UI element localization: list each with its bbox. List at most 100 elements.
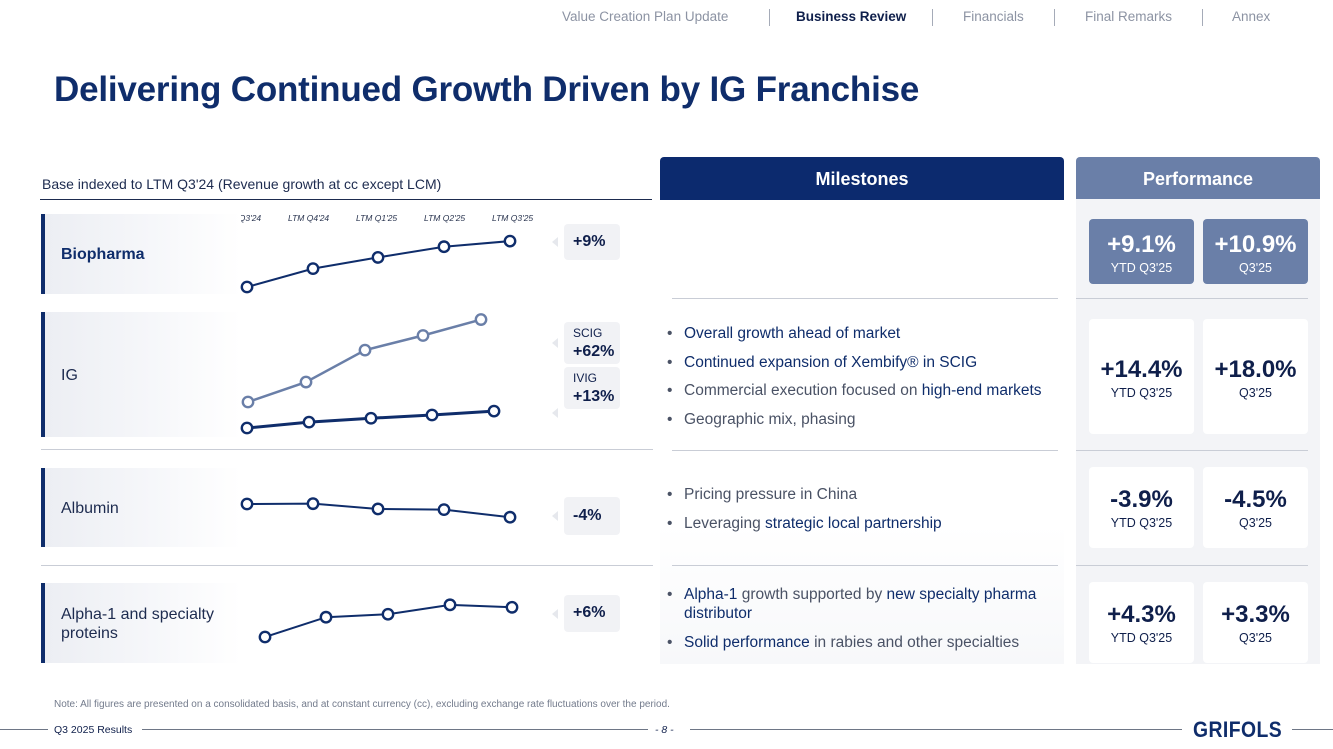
milestones-divider <box>672 298 1058 299</box>
growth-box-ivig: IVIG +13% <box>552 367 620 418</box>
milestone-highlight: Alpha-1 <box>684 586 738 603</box>
performance-value: +9.1% <box>1107 231 1176 258</box>
milestone-item: Overall growth ahead of market <box>667 324 1042 343</box>
data-point-ivig-0 <box>240 421 254 435</box>
performance-card-alpha1-q: +3.3% Q3'25 <box>1203 582 1308 663</box>
data-point-albumin-1 <box>306 497 320 511</box>
growth-label-ivig: IVIG <box>573 371 598 385</box>
milestones-header: Milestones <box>660 157 1064 200</box>
series-line-biopharma <box>246 240 511 288</box>
pointer-icon <box>552 511 558 521</box>
performance-value: +4.3% <box>1107 601 1176 628</box>
footer-rule <box>690 729 1182 730</box>
data-point-alpha-1-and-specialty-proteins-0 <box>258 630 272 644</box>
row-albumin-bg <box>41 468 241 547</box>
performance-period: YTD Q3'25 <box>1110 386 1173 400</box>
nav-item-business-review[interactable]: Business Review <box>796 9 907 24</box>
milestones-divider <box>672 450 1058 451</box>
milestone-item: Solid performance in rabies and other sp… <box>667 633 1036 652</box>
grifols-logo: GRIFOLS <box>1193 717 1283 742</box>
data-point-biopharma-3 <box>437 240 451 254</box>
milestone-text: growth supported by <box>737 586 887 603</box>
milestone-text: Leveraging <box>684 514 766 532</box>
data-point-biopharma-0 <box>240 280 254 294</box>
page-title: Delivering Continued Growth Driven by IG… <box>54 70 920 109</box>
performance-card-albumin-q: -4.5% Q3'25 <box>1203 467 1308 548</box>
data-point-ivig-4 <box>487 404 501 418</box>
data-point-alpha-1-and-specialty-proteins-2 <box>381 607 395 621</box>
row-label-ig: IG <box>61 367 78 384</box>
milestone-highlight: Continued expansion of Xembify® in SCIG <box>684 353 978 371</box>
growth-box-scig: SCIG +62% <box>552 322 620 364</box>
performance-value: +10.9% <box>1214 231 1297 258</box>
tick-label: LTM Q4'24 <box>288 213 330 223</box>
performance-divider <box>1076 298 1308 299</box>
performance-period: YTD Q3'25 <box>1110 261 1173 275</box>
performance-value: -4.5% <box>1224 486 1287 513</box>
row-ig-bg <box>41 312 241 437</box>
data-point-albumin-3 <box>437 503 451 517</box>
performance-card-albumin-ytd: -3.9% YTD Q3'25 <box>1089 467 1194 548</box>
pointer-icon <box>552 408 558 418</box>
row-biopharma-bg <box>41 214 241 294</box>
nav-separator <box>932 9 933 26</box>
nav-separator <box>769 9 770 26</box>
data-point-albumin-0 <box>240 497 254 511</box>
growth-box-albumin: -4% <box>552 497 620 535</box>
performance-value: +3.3% <box>1221 601 1290 628</box>
milestones-alpha1-list: Alpha-1 growth supported by new specialt… <box>667 585 1036 661</box>
performance-card-alpha1-ytd: +4.3% YTD Q3'25 <box>1089 582 1194 663</box>
row-divider <box>41 449 653 450</box>
footnote: Note: All figures are presented on a con… <box>54 699 670 710</box>
performance-period: Q3'25 <box>1239 386 1272 400</box>
growth-box-biopharma: +9% <box>552 224 620 260</box>
nav-item-final-remarks[interactable]: Final Remarks <box>1085 9 1173 24</box>
performance-card-ig-ytd: +14.4% YTD Q3'25 <box>1089 319 1194 434</box>
footer-rule <box>142 729 648 730</box>
nav-separator <box>1054 9 1055 26</box>
nav-separator <box>1202 9 1203 26</box>
performance-period: YTD Q3'25 <box>1110 631 1173 645</box>
milestones-divider <box>672 565 1058 566</box>
growth-box-alpha1: +6% <box>552 595 620 632</box>
milestone-item: Commercial execution focused on high-end… <box>667 381 1042 400</box>
base-rule <box>40 199 652 200</box>
performance-period: YTD Q3'25 <box>1110 516 1173 530</box>
growth-value-scig: +62% <box>573 343 615 360</box>
milestones-albumin-list: Pricing pressure in China Leveraging stra… <box>667 485 942 542</box>
pointer-icon <box>552 338 558 348</box>
row-divider <box>41 565 653 566</box>
data-point-albumin-4 <box>503 510 517 524</box>
performance-period: Q3'25 <box>1239 631 1272 645</box>
milestone-highlight: high-end markets <box>921 382 1042 399</box>
performance-value: +14.4% <box>1100 356 1183 383</box>
data-point-alpha-1-and-specialty-proteins-3 <box>443 598 457 612</box>
milestone-item: Continued expansion of Xembify® in SCIG <box>667 353 1042 372</box>
performance-card-ig-q: +18.0% Q3'25 <box>1203 319 1308 434</box>
milestone-highlight: Solid performance <box>684 633 810 651</box>
data-point-biopharma-2 <box>371 251 385 264</box>
data-point-alpha-1-and-specialty-proteins-1 <box>319 610 333 624</box>
milestone-item: Alpha-1 growth supported by new specialt… <box>667 585 1036 623</box>
milestone-item: Geographic mix, phasing <box>667 410 1042 429</box>
performance-card-biopharma-q: +10.9% Q3'25 <box>1203 219 1308 284</box>
growth-value-ivig: +13% <box>573 388 615 405</box>
top-navigation: Value Creation Plan Update Business Revi… <box>0 9 1333 27</box>
base-index-note: Base indexed to LTM Q3'24 (Revenue growt… <box>42 176 442 192</box>
performance-divider <box>1076 450 1308 451</box>
performance-value: +18.0% <box>1214 356 1297 383</box>
nav-item-financials[interactable]: Financials <box>963 9 1024 24</box>
row-label-biopharma: Biopharma <box>61 246 145 263</box>
tick-label: LTM Q1'25 <box>356 213 398 223</box>
performance-header: Performance <box>1076 157 1320 199</box>
data-point-scig-0 <box>241 395 255 409</box>
nav-item-annex[interactable]: Annex <box>1232 9 1271 24</box>
nav-item-value-creation[interactable]: Value Creation Plan Update <box>562 9 729 24</box>
footer-report-name: Q3 2025 Results <box>54 724 133 736</box>
tick-label: LTM Q3'25 <box>492 213 534 223</box>
series-line-scig <box>247 318 482 404</box>
milestone-highlight: Overall growth ahead of market <box>684 325 901 342</box>
performance-period: Q3'25 <box>1239 516 1272 530</box>
milestone-text: Commercial execution focused on <box>684 382 922 399</box>
